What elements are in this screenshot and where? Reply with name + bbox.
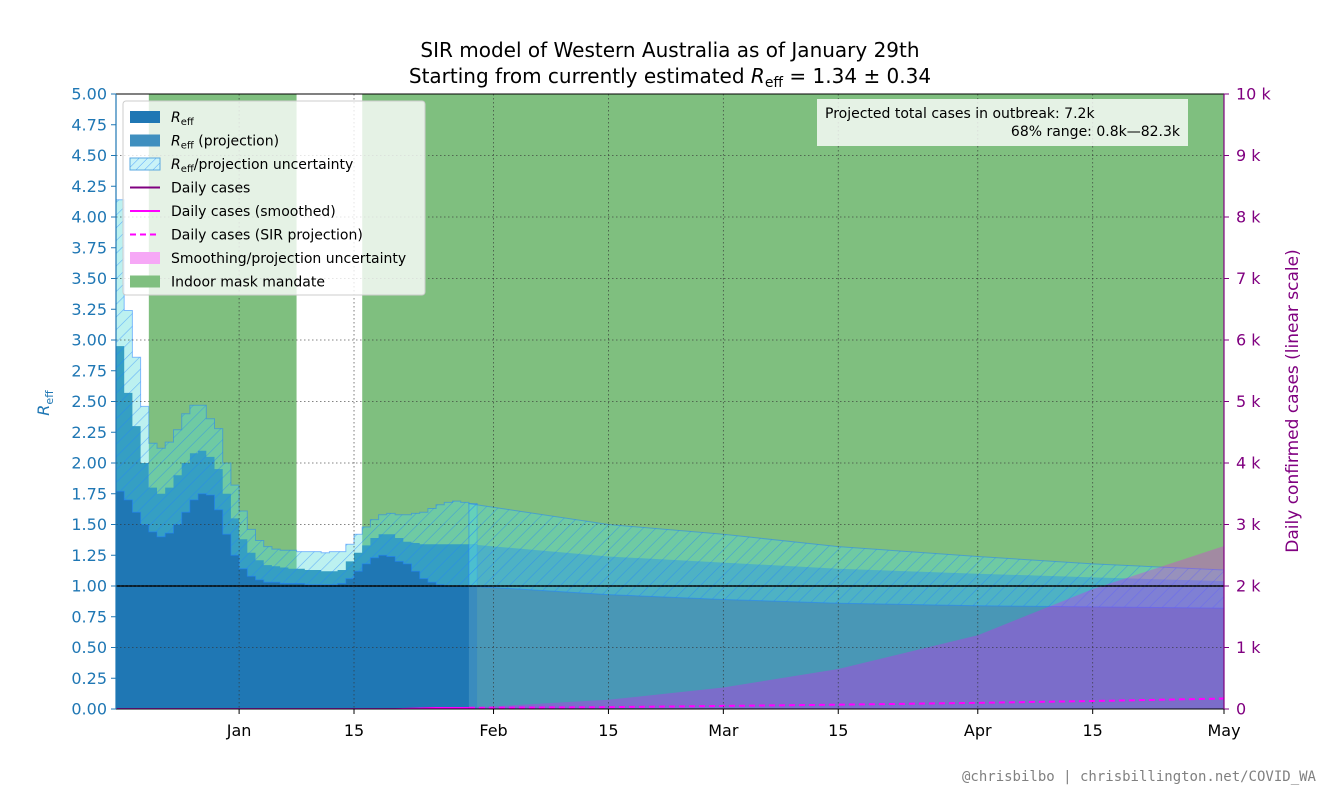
- left-tick-label: 0.75: [71, 607, 107, 626]
- daily-cases-smoothed-line: [116, 707, 469, 709]
- right-tick-label: 7 k: [1236, 269, 1261, 288]
- x-tick-label: 15: [828, 721, 848, 740]
- projection-uncertainty-hatch: [468, 503, 1224, 609]
- left-tick-label: 1.50: [71, 515, 107, 534]
- left-tick-label: 3.50: [71, 269, 107, 288]
- left-tick-label: 3.25: [71, 300, 107, 319]
- right-axis-label: Daily confirmed cases (linear scale): [1283, 249, 1303, 552]
- left-axis-label: Reff: [34, 390, 56, 416]
- left-tick-label: 1.75: [71, 484, 107, 503]
- legend-entry-reff_unc: Reff/projection uncertainty: [129, 157, 353, 175]
- sir-projection-line: [468, 697, 1224, 709]
- x-tick-label: Apr: [964, 721, 992, 740]
- reff-uncertainty-hatch: [116, 199, 478, 587]
- legend-label-reff: Reff: [171, 110, 195, 128]
- legend-label-smoothed: Daily cases (smoothed): [171, 204, 336, 220]
- left-tick-label: 3.00: [71, 331, 107, 350]
- x-tick-label: 15: [344, 721, 364, 740]
- legend: Reff Reff (projection) Reff/projection unc…: [122, 100, 426, 296]
- credit-text: @chrisbilbo | chrisbillington.net/COVID_…: [962, 769, 1317, 785]
- legend-label-mask: Indoor mask mandate: [171, 275, 325, 291]
- axes: 0.00 0.25 0.50 0.75 1.00 1.25 1.50 1.75 2.00 2.25…: [71, 85, 1271, 741]
- right-tick-label: 1 k: [1236, 638, 1261, 657]
- legend-entry-smooth_unc: Smoothing/projection uncertainty: [130, 251, 406, 267]
- legend-swatch-reff: [130, 111, 160, 123]
- legend-entry-daily: Daily cases: [130, 181, 250, 197]
- left-tick-label: 2.50: [71, 392, 107, 411]
- left-tick-label: 2.00: [71, 454, 107, 473]
- left-tick-label: 1.00: [71, 577, 107, 596]
- right-tick-label: 2 k: [1236, 577, 1261, 596]
- sir-uncertainty-band: [468, 546, 1224, 709]
- left-tick-label: 1.25: [71, 546, 107, 565]
- right-tick-label: 3 k: [1236, 515, 1261, 534]
- left-tick-label: 4.50: [71, 146, 107, 165]
- legend-label-sir: Daily cases (SIR projection): [171, 228, 363, 244]
- left-tick-label: 0.50: [71, 638, 107, 657]
- left-tick-label: 5.00: [71, 85, 107, 104]
- legend-swatch-uncertainty-hatch: [129, 157, 161, 171]
- left-tick-label: 3.75: [71, 238, 107, 257]
- left-tick-label: 2.75: [71, 361, 107, 380]
- legend-label-smooth_unc: Smoothing/projection uncertainty: [171, 251, 406, 267]
- reff-estimate-area: [116, 346, 478, 709]
- left-tick-label: 4.25: [71, 177, 107, 196]
- x-tick-label: Mar: [708, 721, 739, 740]
- x-tick-label: Feb: [479, 721, 507, 740]
- legend-box: [122, 100, 426, 296]
- right-tick-label: 0: [1236, 700, 1246, 719]
- chart-subtitle: Starting from currently estimated Reff =…: [409, 64, 931, 91]
- legend-swatch-smoothing-uncertainty: [130, 252, 160, 264]
- right-tick-label: 8 k: [1236, 208, 1261, 227]
- left-tick-label: 0.00: [71, 700, 107, 719]
- right-tick-label: 9 k: [1236, 146, 1261, 165]
- legend-entry-smoothed: Daily cases (smoothed): [130, 204, 336, 220]
- left-tick-label: 4.00: [71, 208, 107, 227]
- right-tick-label: 10 k: [1236, 85, 1271, 104]
- right-tick-label: 4 k: [1236, 454, 1261, 473]
- legend-label-reff_unc: Reff/projection uncertainty: [171, 157, 353, 175]
- legend-swatch-reff-projection: [130, 134, 160, 147]
- annotation-box: [817, 99, 1188, 146]
- legend-label-reff_proj: Reff (projection): [171, 134, 279, 152]
- right-tick-label: 5 k: [1236, 392, 1261, 411]
- x-tick-label: May: [1207, 721, 1240, 740]
- legend-entry-reff: Reff: [130, 110, 195, 128]
- x-tick-label: 15: [598, 721, 618, 740]
- legend-label-daily: Daily cases: [171, 181, 250, 197]
- annotation-line2: 68% range: 0.8k—82.3k: [1011, 124, 1181, 140]
- right-tick-label: 6 k: [1236, 331, 1261, 350]
- legend-entry-mask: Indoor mask mandate: [130, 275, 325, 291]
- x-tick-label: 15: [1083, 721, 1103, 740]
- x-tick-label: Jan: [226, 721, 252, 740]
- chart-title: SIR model of Western Australia as of Jan…: [420, 38, 919, 62]
- legend-entry-sir: Daily cases (SIR projection): [130, 228, 363, 244]
- left-tick-label: 2.25: [71, 423, 107, 442]
- projection-annotation: Projected total cases in outbreak: 7.2k …: [817, 99, 1188, 146]
- left-tick-label: 0.25: [71, 669, 107, 688]
- annotation-line1: Projected total cases in outbreak: 7.2k: [825, 106, 1095, 122]
- left-tick-label: 4.75: [71, 115, 107, 134]
- legend-swatch-mask: [130, 275, 160, 288]
- legend-entry-reff_proj: Reff (projection): [130, 134, 279, 152]
